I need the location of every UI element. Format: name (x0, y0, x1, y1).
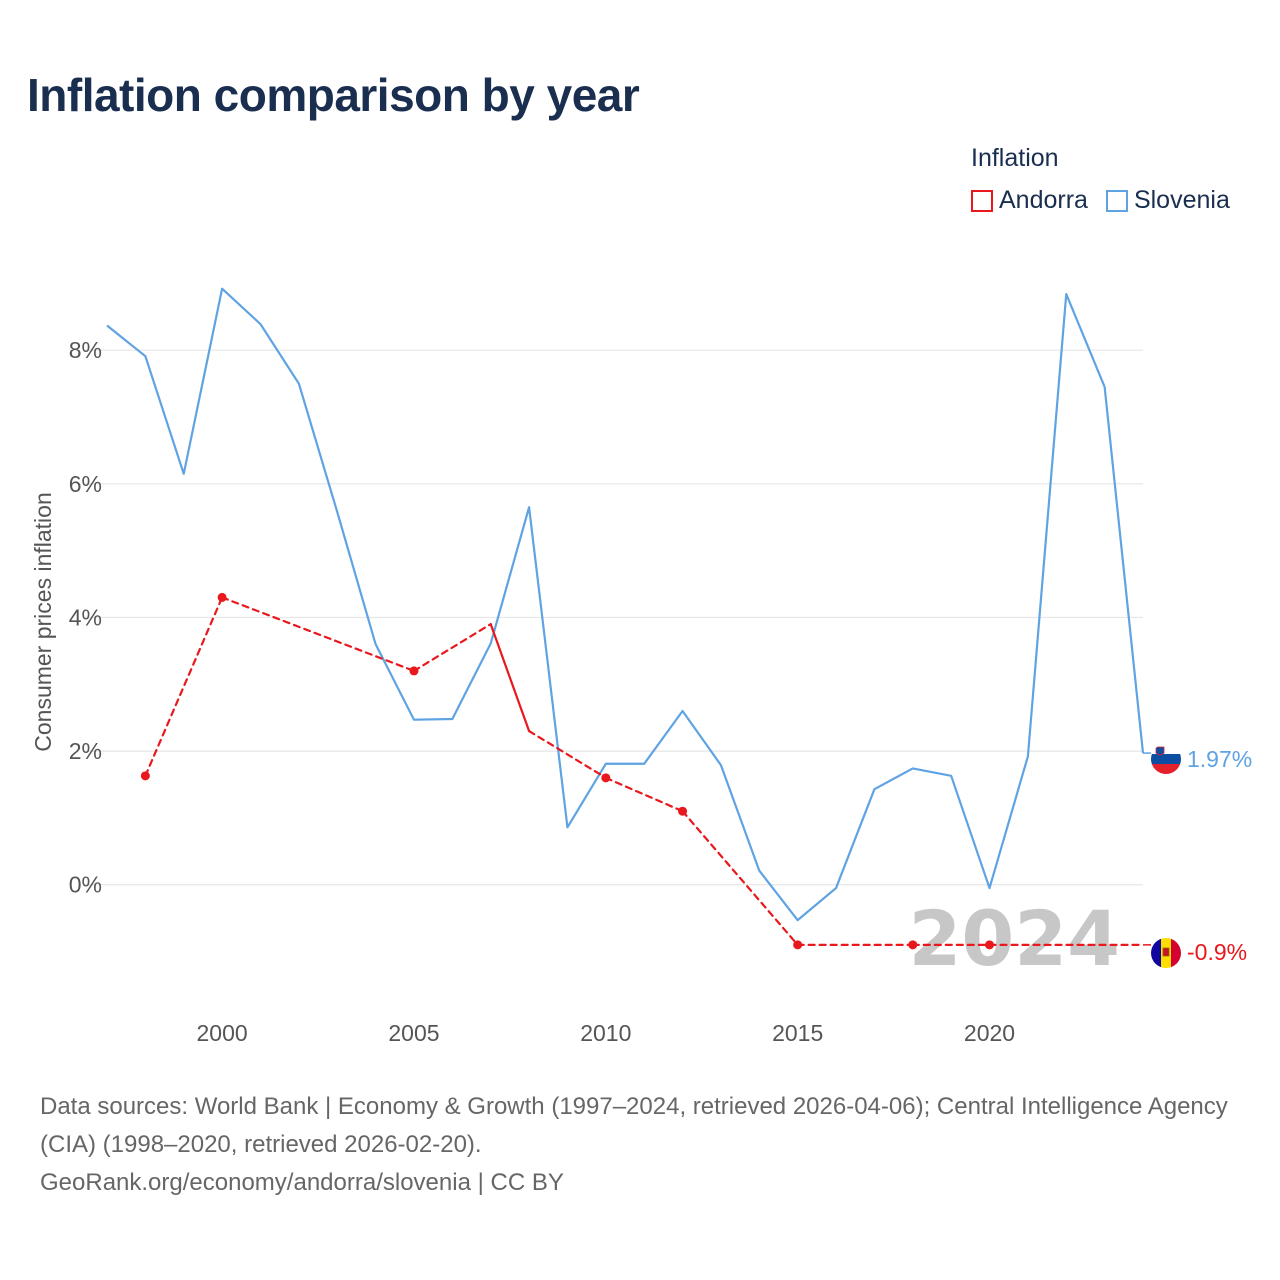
slovenia-end-label: 1.97% (1187, 746, 1252, 772)
legend-item-andorra[interactable]: Andorra (971, 186, 1088, 215)
x-tick-label: 2000 (197, 1020, 248, 1046)
y-tick-label: 6% (69, 471, 102, 497)
y-tick-label: 4% (69, 604, 102, 630)
andorra-line-segment[interactable] (221, 596, 416, 673)
andorra-line-segment[interactable] (604, 776, 684, 813)
legend-swatch-slovenia (1105, 189, 1128, 212)
legend-label-andorra: Andorra (999, 186, 1088, 214)
y-tick-label: 2% (69, 738, 102, 764)
andorra-point[interactable] (601, 773, 611, 783)
data-sources-text: Data sources: World Bank | Economy & Gro… (40, 1093, 1228, 1158)
x-tick-label: 2005 (388, 1020, 439, 1046)
slovenia-line[interactable] (106, 287, 1145, 922)
y-tick-label: 8% (69, 337, 102, 363)
andorra-flag-icon (1151, 938, 1181, 968)
y-axis-title: Consumer prices inflation (30, 492, 56, 752)
slovenia-flag-icon (1151, 744, 1181, 774)
andorra-line-segment[interactable] (681, 810, 799, 946)
andorra-point[interactable] (908, 940, 918, 950)
x-tick-label: 2010 (580, 1020, 631, 1046)
series-end-labels: 1.97% -0.9% (1151, 744, 1252, 968)
gridlines (85, 349, 1143, 886)
x-axis-ticks: 2000 2005 2010 2015 2020 (197, 1020, 1016, 1046)
x-tick-label: 2015 (772, 1020, 823, 1046)
series-lines (106, 287, 1151, 950)
andorra-line-segment[interactable] (144, 596, 224, 777)
andorra-point[interactable] (985, 940, 995, 950)
footer: Data sources: World Bank | Economy & Gro… (40, 1088, 1250, 1202)
legend-title: Inflation (971, 144, 1059, 172)
andorra-point[interactable] (409, 666, 419, 676)
credit-text: GeoRank.org/economy/andorra/slovenia | C… (40, 1169, 564, 1196)
andorra-end-label: -0.9% (1187, 939, 1247, 965)
chart-title: Inflation comparison by year (27, 69, 640, 121)
x-tick-label: 2020 (964, 1020, 1015, 1046)
legend: Andorra Slovenia (971, 186, 1248, 215)
andorra-point[interactable] (140, 771, 150, 781)
current-year-watermark: 2024 (908, 894, 1120, 983)
andorra-point[interactable] (217, 592, 227, 602)
y-axis-ticks: 0% 2% 4% 6% 8% (69, 337, 102, 898)
line-chart: 0% 2% 4% 6% 8% 2000 2005 2010 2015 2020 Consumer… (30, 287, 1252, 1046)
andorra-line-segment[interactable] (527, 729, 607, 779)
legend-swatch-andorra (971, 189, 993, 212)
andorra-line-segment[interactable] (489, 623, 531, 733)
y-tick-label: 0% (69, 872, 102, 898)
andorra-point[interactable] (793, 940, 803, 950)
legend-item-slovenia[interactable]: Slovenia (1105, 186, 1230, 215)
andorra-line-segment[interactable] (412, 623, 492, 673)
legend-label-slovenia: Slovenia (1133, 186, 1230, 214)
andorra-point[interactable] (678, 806, 688, 816)
